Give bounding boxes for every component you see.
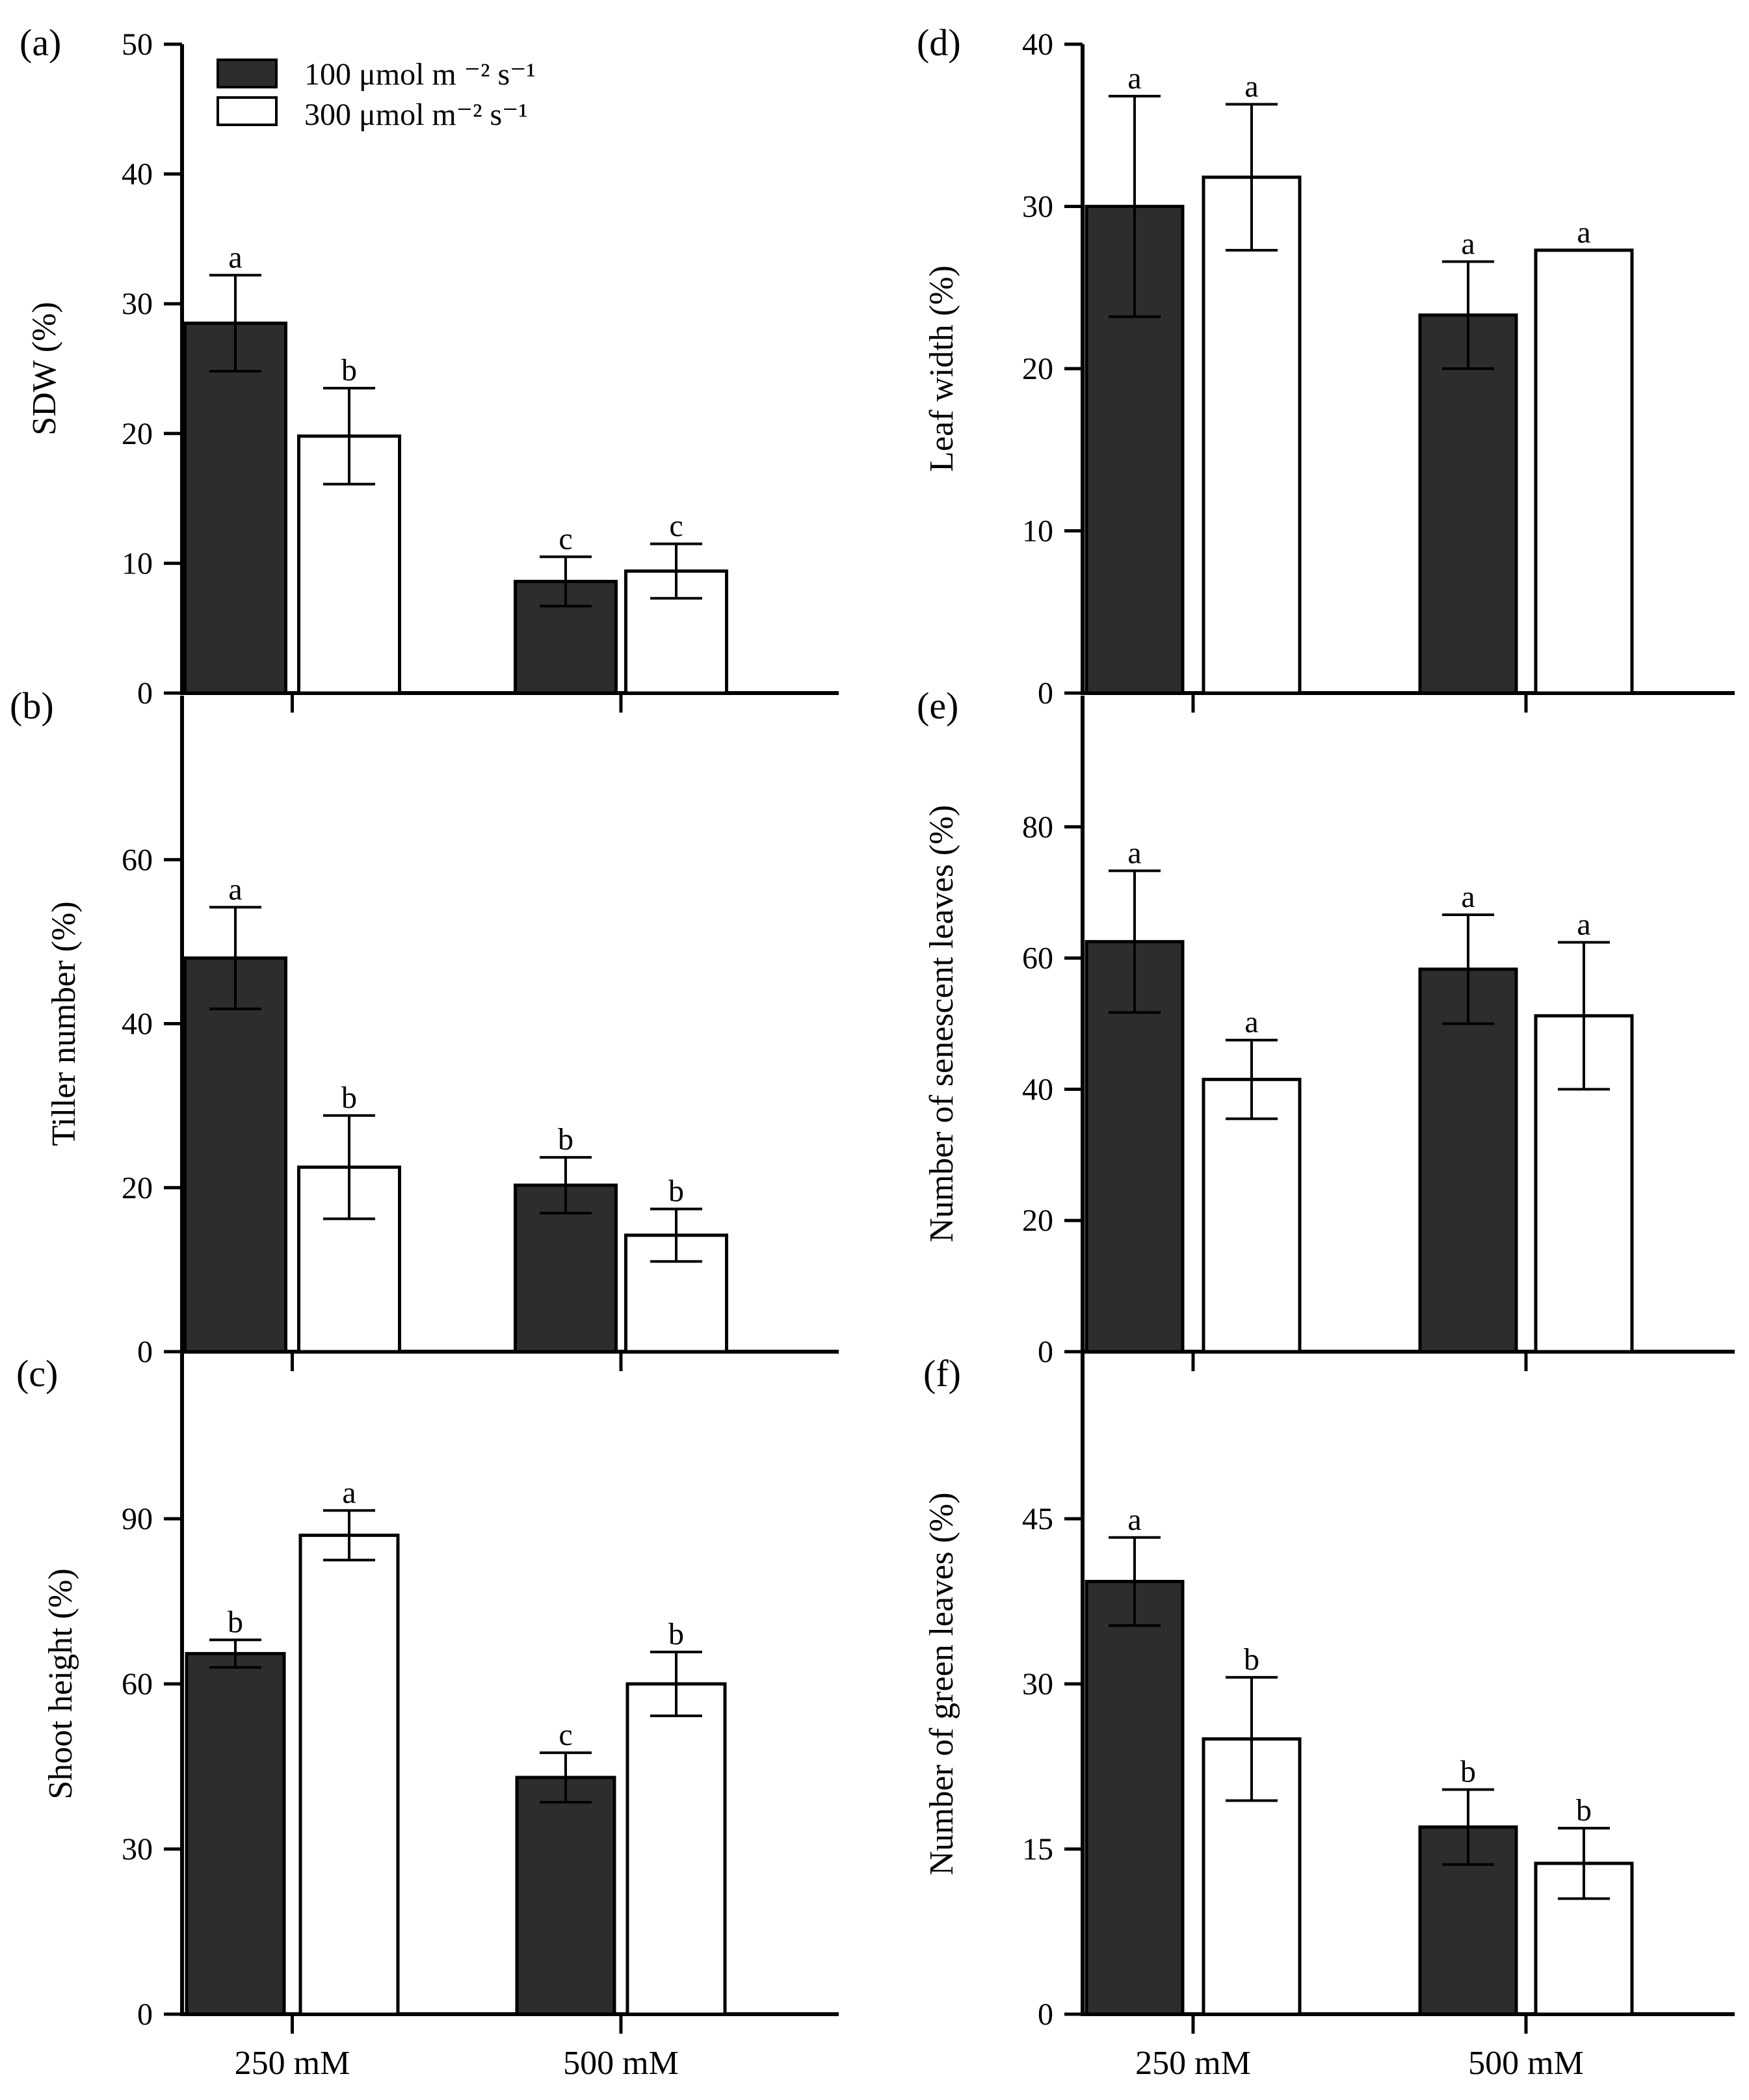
y-tick-label: 90 <box>122 1502 153 1536</box>
y-tick-label: 20 <box>122 417 153 451</box>
significance-letter: a <box>1244 69 1258 103</box>
y-tick-label: 0 <box>137 1335 153 1369</box>
y-tick-label: 60 <box>122 1667 153 1701</box>
y-tick-label: 0 <box>137 676 153 711</box>
y-tick-label: 40 <box>122 157 153 192</box>
bar <box>183 956 287 1354</box>
legend-label-300: 300 μmol m⁻² s⁻¹ <box>304 98 528 132</box>
y-tick-label: 30 <box>1022 190 1053 224</box>
panel-c: 0 30 60 90 250 mM 500 mM b c a b Shoot height (%) (… <box>16 1352 839 2082</box>
y-axis-label: Leaf width (%) <box>923 265 960 472</box>
significance-letter: a <box>1127 1503 1141 1537</box>
y-tick-label: 0 <box>1038 1335 1053 1369</box>
bar <box>298 1533 400 2016</box>
significance-letter: b <box>228 1605 243 1639</box>
panel-e: 0 20 40 60 80 a a a a Number of senescent leaves … <box>917 685 1735 1371</box>
significance-letter: a <box>1577 907 1590 941</box>
panel-a: 0 10 20 30 40 50 a c b c SDW (%) (a) <box>20 21 839 713</box>
bar <box>183 321 287 695</box>
significance-letter: b <box>1576 1793 1592 1828</box>
y-tick-label: 30 <box>122 287 153 321</box>
significance-letter: a <box>1577 215 1590 250</box>
x-category-label: 500 mM <box>1468 2045 1584 2082</box>
significance-letter: b <box>558 1122 573 1157</box>
bar <box>515 1776 616 2016</box>
y-axis-label: SDW (%) <box>26 302 63 436</box>
y-tick-label: 45 <box>1022 1502 1053 1536</box>
significance-letter: a <box>1461 880 1475 914</box>
significance-letter: a <box>228 240 242 274</box>
y-tick-label: 30 <box>122 1832 153 1867</box>
panel-label: (b) <box>10 685 54 727</box>
bar <box>1202 176 1302 695</box>
bar <box>185 1651 286 2016</box>
y-tick-label: 15 <box>1022 1832 1053 1867</box>
bar <box>1418 967 1518 1354</box>
legend-swatch-dark <box>217 59 278 88</box>
panel-label: (e) <box>917 685 958 727</box>
significance-letter: a <box>1461 226 1475 261</box>
legend-swatch-white <box>217 96 278 126</box>
y-tick-label: 40 <box>1022 1072 1053 1107</box>
panel-b: 0 20 40 60 a b b b Tiller number (%) (b) <box>10 685 839 1371</box>
significance-letter: b <box>341 1081 357 1115</box>
panel-d: 0 10 20 30 40 a a a a Leaf width (%) (d) <box>917 21 1735 713</box>
bar <box>1534 1861 1634 2016</box>
y-tick-label: 40 <box>122 1007 153 1042</box>
chart-legend: 100 μmol m ⁻² s⁻¹ 300 μmol m⁻² s⁻¹ <box>217 57 536 132</box>
y-tick-label: 50 <box>122 27 153 62</box>
bar <box>1202 1077 1302 1354</box>
y-tick-label: 20 <box>1022 352 1053 386</box>
x-category-label: 500 mM <box>563 2045 679 2082</box>
significance-letter: b <box>1244 1642 1259 1677</box>
panel-f: 0 15 30 45 250 mM 500 mM a b b b Number of green l… <box>923 1352 1735 2082</box>
significance-letter: b <box>668 1174 684 1209</box>
y-axis-label: Number of senescent leaves (%) <box>923 805 960 1242</box>
bar <box>1418 313 1518 695</box>
significance-letter: c <box>559 1718 572 1752</box>
y-tick-label: 60 <box>1022 941 1053 976</box>
chart-panels: 0 10 20 30 40 50 a c b c SDW (%) (a) 0 20 40 60 a b b b Till… <box>10 21 1735 2082</box>
significance-letter: c <box>669 508 683 543</box>
x-category-label: 250 mM <box>1135 2045 1251 2082</box>
panel-label: (f) <box>923 1352 961 1395</box>
significance-letter: a <box>228 872 242 906</box>
bar <box>1534 248 1634 695</box>
y-tick-label: 40 <box>1022 27 1053 62</box>
y-tick-label: 0 <box>1038 676 1053 711</box>
bar <box>625 1682 727 2016</box>
y-tick-label: 20 <box>122 1171 153 1205</box>
significance-letter: b <box>1460 1755 1476 1789</box>
bar <box>1085 1580 1185 2016</box>
panel-label: (c) <box>16 1352 58 1395</box>
y-tick-label: 20 <box>1022 1203 1053 1238</box>
y-axis-label: Tiller number (%) <box>46 901 83 1146</box>
significance-letter: b <box>668 1617 684 1651</box>
y-tick-label: 30 <box>1022 1667 1053 1701</box>
y-tick-label: 60 <box>122 843 153 877</box>
significance-letter: a <box>1244 1005 1258 1040</box>
legend-label-100: 100 μmol m ⁻² s⁻¹ <box>304 57 536 92</box>
y-tick-label: 10 <box>1022 514 1053 549</box>
panel-label: (d) <box>917 21 961 64</box>
y-tick-label: 0 <box>1038 1997 1053 2032</box>
y-axis-label: Number of green leaves (%) <box>923 1492 960 1875</box>
significance-letter: a <box>1127 61 1141 96</box>
y-axis-label: Shoot height (%) <box>42 1568 79 1799</box>
panel-label: (a) <box>20 21 61 64</box>
x-category-label: 250 mM <box>235 2045 350 2082</box>
significance-letter: c <box>559 521 572 556</box>
significance-letter: b <box>341 353 357 387</box>
significance-letter: a <box>1127 835 1141 870</box>
significance-letter: a <box>342 1475 356 1510</box>
y-tick-label: 0 <box>137 1997 153 2032</box>
y-tick-label: 80 <box>1022 810 1053 845</box>
y-tick-label: 10 <box>122 546 153 581</box>
